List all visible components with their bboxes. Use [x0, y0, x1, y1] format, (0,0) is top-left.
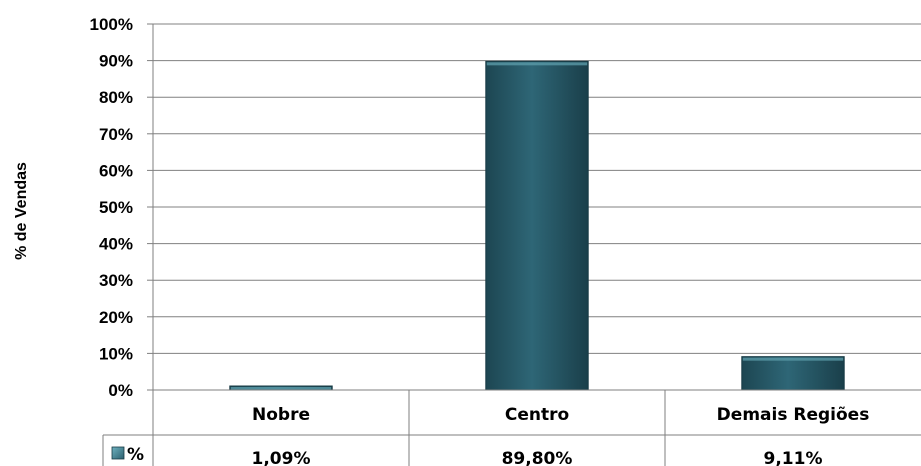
y-tick-label: 100%	[90, 15, 133, 34]
bar-centro	[485, 60, 589, 391]
data-table: Nobre 1,09% Centro 89,80% Demais Regiões 9,11…	[102, 389, 921, 466]
y-tick-label: 80%	[99, 88, 133, 107]
y-tick-label: 20%	[99, 308, 133, 327]
y-tick-label: 50%	[99, 198, 133, 217]
y-tick-label: 40%	[99, 235, 133, 254]
data-value-label: 89,80%	[502, 449, 573, 466]
y-tick-label: 10%	[99, 344, 133, 363]
bar-top-highlight	[230, 387, 332, 390]
x-category-label: Centro	[505, 405, 569, 425]
y-tick-label: 30%	[99, 271, 133, 290]
axes	[147, 23, 154, 391]
bar-top-highlight	[486, 62, 588, 66]
x-category-label: Demais Regiões	[717, 405, 870, 425]
y-tick-labels: 0% 10% 20% 30% 40% 50% 60% 70% 80% 90% 100%	[90, 15, 133, 400]
bar-top-highlight	[742, 357, 844, 361]
legend-label: %	[127, 445, 144, 465]
data-value-label: 9,11%	[764, 449, 823, 466]
y-tick-label: 90%	[99, 52, 133, 71]
y-tick-label: 0%	[108, 381, 133, 400]
data-value-label: 1,09%	[252, 449, 311, 466]
y-tick-label: 70%	[99, 125, 133, 144]
x-category-label: Nobre	[252, 405, 310, 425]
legend-swatch	[111, 446, 125, 460]
y-tick-label: 60%	[99, 161, 133, 180]
bars	[229, 60, 845, 391]
y-axis-label: % de Vendas	[13, 162, 30, 260]
bar-demais-regiões	[741, 356, 845, 391]
